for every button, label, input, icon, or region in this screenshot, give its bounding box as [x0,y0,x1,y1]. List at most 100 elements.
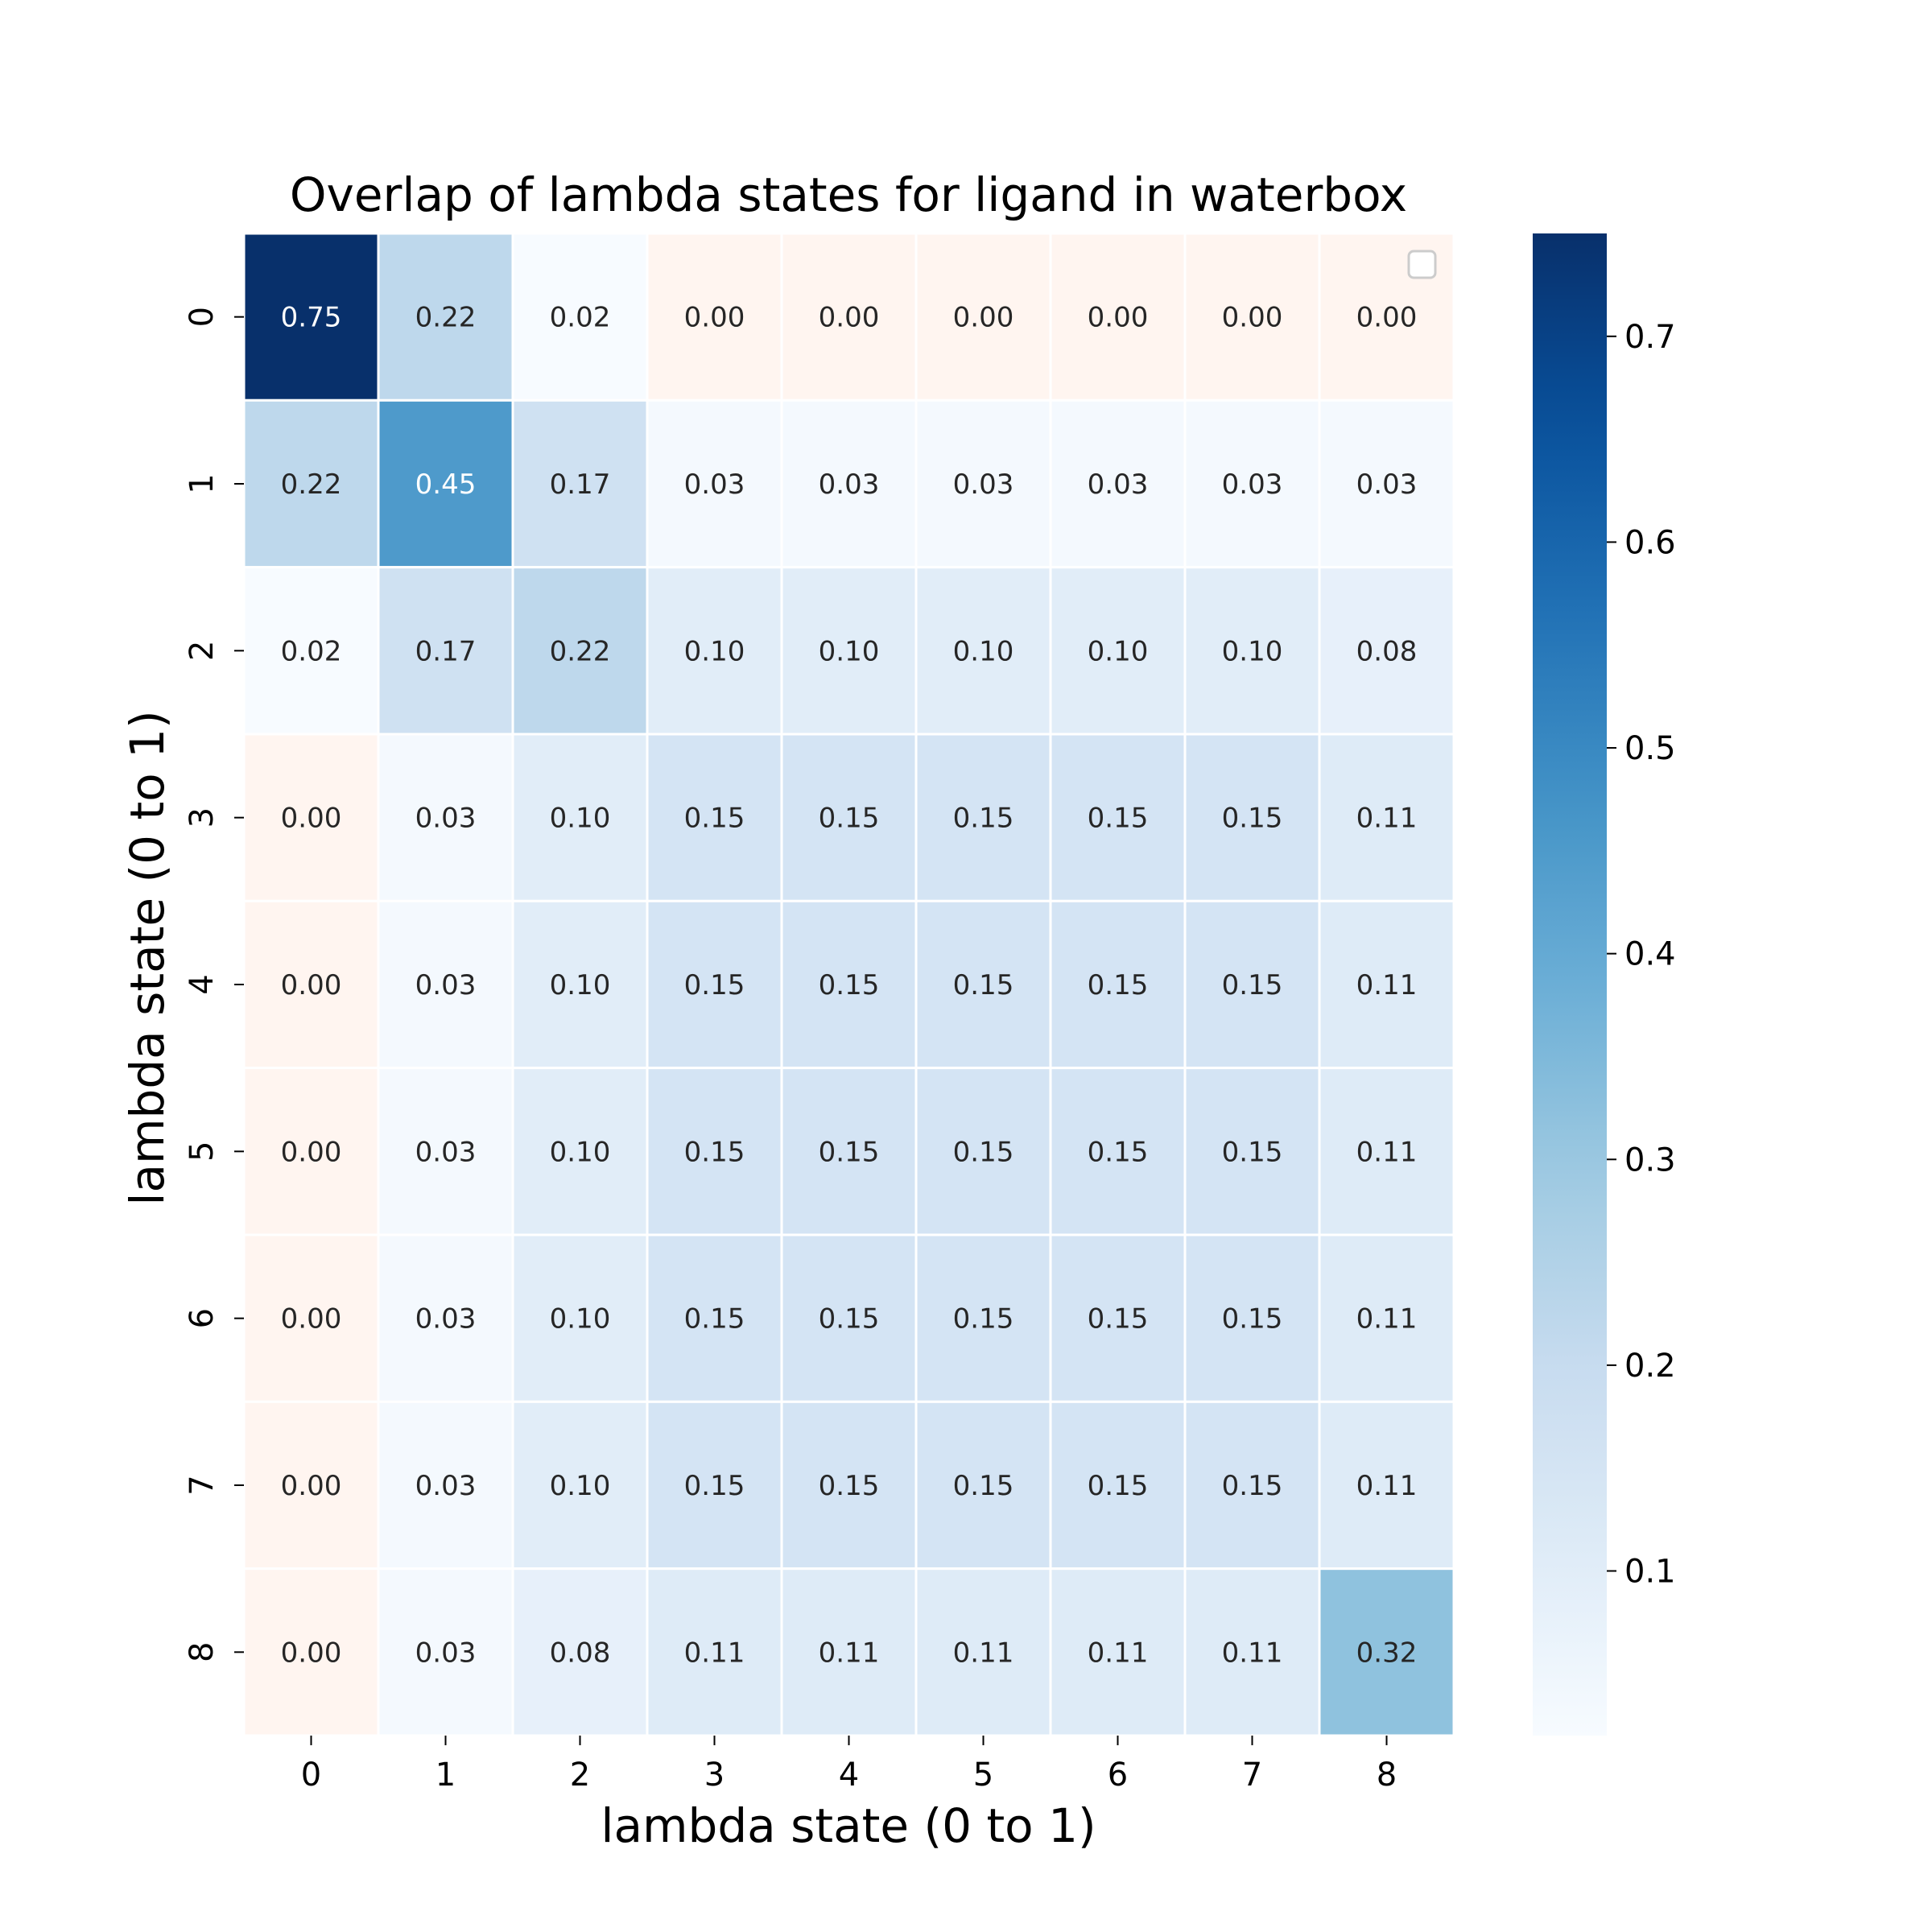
cell-value-label: 0.32 [1356,1637,1418,1669]
cell-value-label: 0.15 [1088,803,1149,835]
heatmap-cell [511,232,649,402]
cell-value-label: 0.00 [1222,302,1283,334]
heatmap-cell [1049,398,1187,569]
y-tick-label: 7 [184,1475,221,1495]
cell-value-label: 0.00 [281,1136,342,1168]
heatmap-cell [511,398,649,569]
x-tick-label: 5 [973,1757,993,1794]
y-tick-label: 3 [184,807,221,828]
y-tick-label: 4 [184,974,221,994]
colorbar-tick-label: 0.4 [1624,936,1676,973]
heatmap-cell [646,733,783,902]
cell-value-label: 0.75 [281,302,342,334]
cell-value-label: 0.15 [1088,1470,1149,1502]
cell-value-label: 0.03 [415,803,477,835]
x-tick-label: 4 [839,1757,859,1794]
heatmap-cell [780,899,918,1070]
heatmap-cell [242,1400,380,1571]
y-axis: 0 1 2 3 4 5 6 7 8 [184,307,244,1662]
x-tick-label: 1 [436,1757,456,1794]
heatmap-cell [1049,1567,1187,1737]
heatmap-cell [914,1067,1052,1236]
heatmap-cell [1183,232,1321,402]
y-axis-label: lambda state (0 to 1) [120,710,175,1205]
cell-value-label: 0.15 [684,969,745,1001]
cell-value-label: 0.00 [281,1637,342,1669]
heatmap-cell [646,1067,783,1236]
heatmap-cell [511,566,649,736]
cell-value-label: 0.22 [281,469,342,501]
heatmap-cell [914,1567,1052,1737]
heatmap-cell [780,1067,918,1236]
cell-value-label: 0.02 [281,635,342,667]
heatmap-cell [377,1400,514,1571]
heatmap-cell [242,398,380,569]
cell-value-label: 0.15 [1088,1136,1149,1168]
cell-value-label: 0.15 [819,1470,880,1502]
heatmap-cell [377,1067,514,1236]
cell-value-label: 0.17 [550,469,611,501]
cell-value-label: 0.22 [550,635,611,667]
cell-value-label: 0.03 [415,1136,477,1168]
cell-value-label: 0.02 [550,302,611,334]
x-tick-label: 0 [301,1757,321,1794]
x-tick-label: 8 [1377,1757,1397,1794]
x-tick-label: 7 [1242,1757,1262,1794]
heatmap-cell [1183,1567,1321,1737]
x-tick-label: 2 [570,1757,590,1794]
heatmap-cell [511,899,649,1070]
heatmap-cell [914,1400,1052,1571]
heatmap-cell [1183,733,1321,902]
heatmap-cell [1049,566,1187,736]
colorbar-ticks: 0.1 0.2 0.3 0.4 0.5 0.6 0.7 [1607,319,1676,1591]
cell-value-label: 0.03 [1222,469,1283,501]
x-tick-label: 6 [1108,1757,1128,1794]
heatmap-cell [780,1233,918,1403]
heatmap-cell [646,1233,783,1403]
cell-value-label: 0.10 [1222,635,1283,667]
heatmap-cells [242,232,1455,1737]
heatmap-cell [1183,899,1321,1070]
cell-value-label: 0.15 [684,803,745,835]
cell-value-label: 0.15 [953,1303,1014,1335]
cell-value-label: 0.00 [1356,302,1418,334]
heatmap-cell [242,1067,380,1236]
heatmap-cell [1318,1400,1455,1571]
cell-value-label: 0.15 [953,969,1014,1001]
heatmap-cell [377,1233,514,1403]
heatmap-cell [1049,232,1187,402]
heatmap-cell [646,398,783,569]
cell-value-label: 0.03 [684,469,745,501]
heatmap-cell [780,1400,918,1571]
cell-value-label: 0.11 [1356,803,1418,835]
cell-value-label: 0.15 [819,1303,880,1335]
heatmap-cell [1183,566,1321,736]
cell-value-label: 0.11 [1222,1637,1283,1669]
x-axis: 0 1 2 3 4 5 6 7 8 [301,1736,1397,1794]
cell-value-label: 0.11 [1356,1303,1418,1335]
heatmap-cell [1049,1067,1187,1236]
cell-value-label: 0.15 [819,969,880,1001]
cell-value-label: 0.15 [819,1136,880,1168]
cell-value-label: 0.03 [415,1637,477,1669]
heatmap-cell [780,566,918,736]
colorbar-tick-label: 0.2 [1624,1348,1676,1385]
heatmap-cell [1318,398,1455,569]
cell-value-label: 0.00 [281,1470,342,1502]
cell-value-label: 0.15 [1222,1470,1283,1502]
x-tick-label: 3 [704,1757,724,1794]
heatmap-cell [1183,1233,1321,1403]
cell-value-label: 0.15 [953,1136,1014,1168]
heatmap-cell [780,398,918,569]
colorbar-tick-label: 0.3 [1624,1141,1676,1179]
heatmap-cell-labels: 0.75 0.22 0.02 0.00 0.00 0.00 0.00 0.00 0.00 0.22… [281,302,1418,1670]
cell-value-label: 0.15 [684,1136,745,1168]
y-tick-label: 0 [184,307,221,327]
cell-value-label: 0.11 [1088,1637,1149,1669]
cell-value-label: 0.11 [684,1637,745,1669]
colorbar-tick-label: 0.1 [1624,1554,1676,1591]
cell-value-label: 0.10 [550,803,611,835]
heatmap-cell [646,1400,783,1571]
y-tick-label: 1 [184,473,221,493]
heatmap-cell [377,566,514,736]
